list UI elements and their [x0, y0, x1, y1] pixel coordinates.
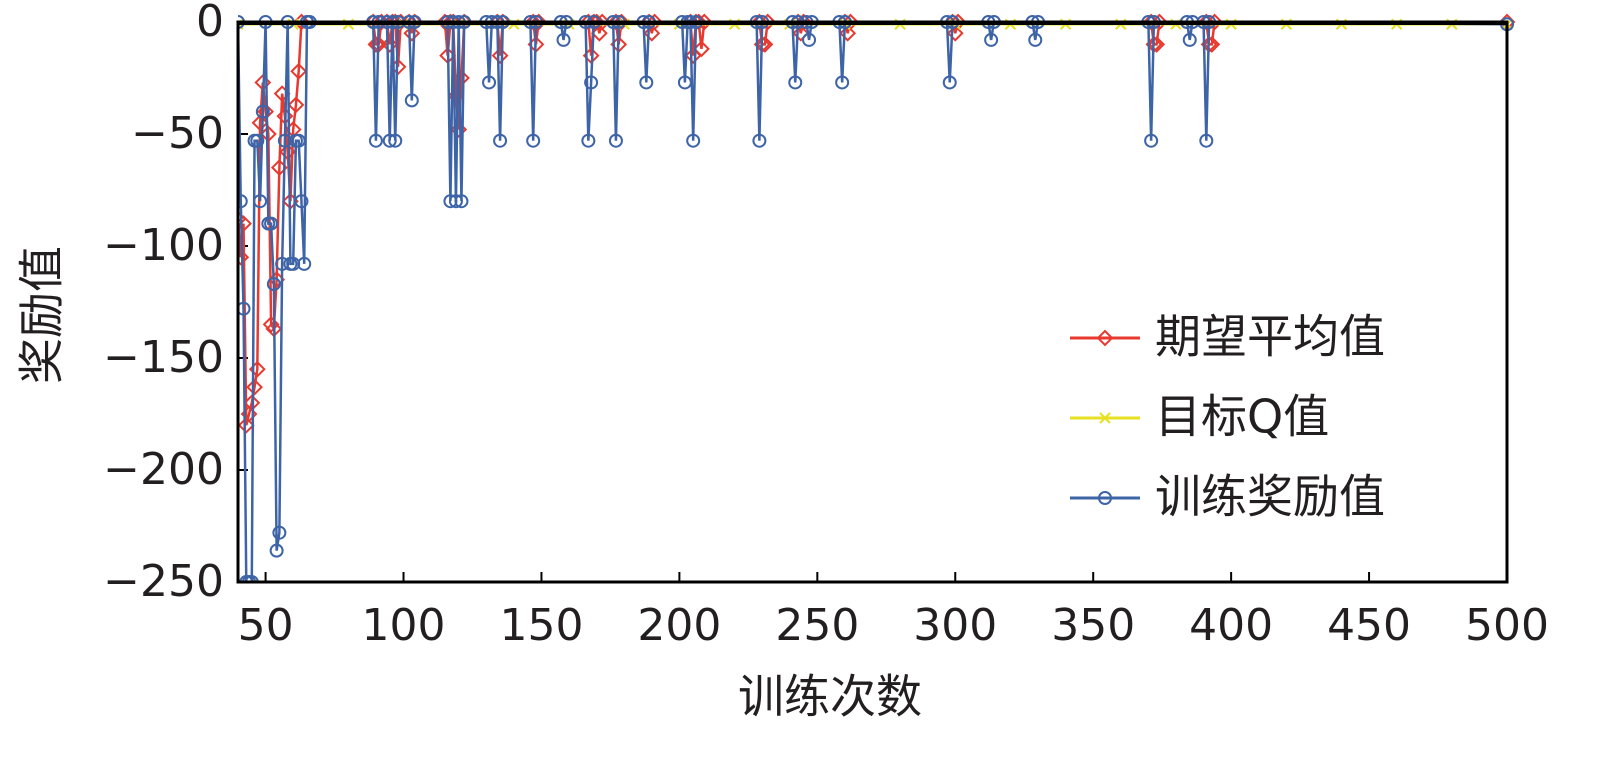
point	[294, 194, 309, 209]
point	[238, 248, 250, 266]
point	[269, 543, 284, 558]
point	[368, 133, 383, 148]
point	[643, 24, 661, 42]
point	[756, 35, 774, 53]
point	[491, 47, 509, 65]
legend-marker	[1096, 329, 1114, 347]
x-tick-label: 450	[1327, 600, 1411, 651]
point	[250, 133, 265, 148]
x-axis-label: 训练次数	[738, 670, 922, 724]
x-tick-label: 100	[362, 600, 446, 651]
point	[556, 32, 571, 47]
x-tick-label: 200	[637, 600, 721, 651]
point	[1182, 32, 1197, 47]
point	[677, 75, 692, 90]
point	[835, 75, 850, 90]
point	[238, 416, 255, 434]
point	[238, 194, 248, 209]
point	[984, 32, 999, 47]
point	[1199, 133, 1214, 148]
point	[482, 75, 497, 90]
point	[1203, 35, 1221, 53]
legend-marker	[1099, 412, 1111, 424]
point	[1144, 133, 1159, 148]
point	[253, 194, 268, 209]
series-line	[238, 20, 1507, 426]
x-tick-label: 300	[913, 600, 997, 651]
legend-label: 目标Q值	[1155, 390, 1329, 444]
y-tick-label: −100	[103, 220, 224, 271]
point	[272, 525, 287, 540]
point	[802, 32, 817, 47]
point	[695, 13, 713, 31]
legend-label: 期望平均值	[1155, 310, 1385, 364]
point	[262, 315, 280, 333]
point	[290, 62, 308, 80]
point	[942, 75, 957, 90]
point	[238, 301, 251, 316]
point	[255, 104, 270, 119]
point	[382, 133, 397, 148]
point	[581, 133, 596, 148]
point	[297, 256, 312, 271]
legend-label: 训练奖励值	[1155, 470, 1385, 524]
point	[264, 216, 279, 231]
point	[454, 194, 469, 209]
point	[287, 96, 305, 114]
point	[608, 133, 623, 148]
y-tick-label: −150	[103, 332, 224, 383]
y-tick-label: −50	[131, 108, 224, 159]
point	[244, 575, 259, 582]
point	[788, 75, 803, 90]
point	[584, 75, 599, 90]
y-tick-label: −200	[103, 444, 224, 495]
point	[381, 35, 399, 53]
point	[1148, 35, 1166, 53]
point	[367, 35, 385, 53]
legend-marker	[1098, 491, 1112, 505]
point	[792, 24, 810, 42]
x-tick-label: 250	[775, 600, 859, 651]
point	[291, 133, 306, 148]
point	[388, 133, 403, 148]
y-axis-label: 奖励值	[15, 246, 69, 384]
y-tick-label: −250	[103, 556, 224, 607]
point	[493, 133, 508, 148]
point	[613, 13, 630, 31]
point	[839, 24, 857, 42]
point	[1028, 32, 1043, 47]
x-tick-label: 50	[238, 600, 294, 651]
x-tick-label: 350	[1051, 600, 1135, 651]
point	[693, 40, 710, 58]
point	[251, 114, 269, 132]
y-tick-label: 0	[196, 0, 224, 47]
point	[752, 133, 767, 148]
point	[590, 24, 608, 42]
point	[524, 13, 542, 31]
point	[266, 277, 281, 292]
point	[279, 143, 297, 161]
point	[257, 103, 275, 121]
point	[526, 133, 541, 148]
point	[530, 13, 548, 31]
series-line	[238, 20, 1508, 582]
point	[404, 93, 419, 108]
point	[946, 24, 964, 42]
point	[639, 75, 654, 90]
series	[238, 13, 1516, 434]
point	[686, 133, 701, 148]
point	[403, 24, 421, 42]
x-tick-label: 400	[1189, 600, 1273, 651]
x-tick-label: 150	[499, 600, 583, 651]
point	[246, 378, 263, 396]
point	[448, 194, 463, 209]
x-tick-label: 500	[1465, 600, 1549, 651]
